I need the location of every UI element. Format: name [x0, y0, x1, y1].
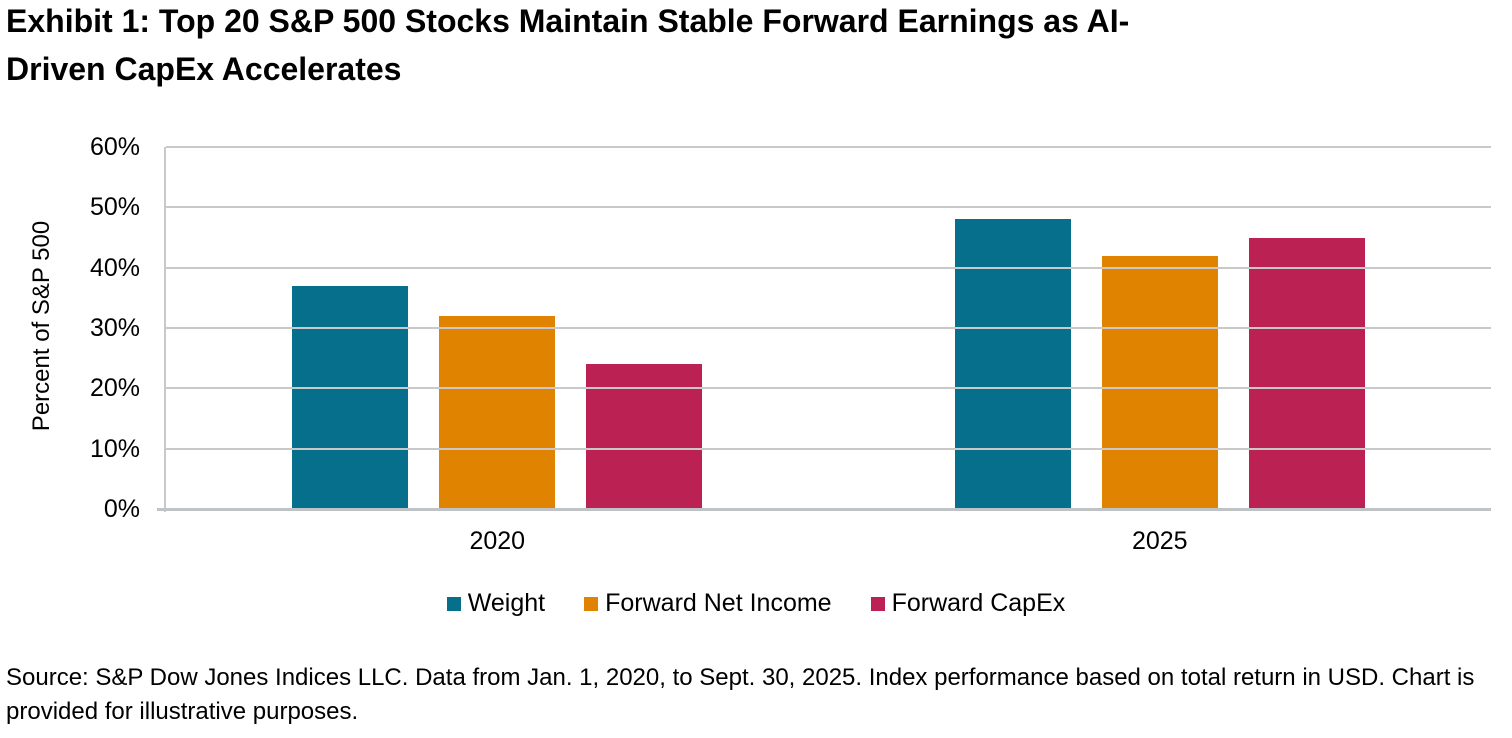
gridline: [166, 206, 1491, 209]
gridline: [166, 447, 1491, 450]
page-title-line-1: Exhibit 1: Top 20 S&P 500 Stocks Maintai…: [6, 3, 1130, 39]
plot-area: [157, 146, 1491, 512]
bar-forward-net-income-2020: [439, 315, 556, 509]
y-axis-line: [164, 147, 166, 512]
source-note: Source: S&P Dow Jones Indices LLC. Data …: [6, 664, 1475, 725]
legend-swatch-icon: [870, 596, 885, 611]
bar-forward-capex-2020: [586, 364, 703, 509]
y-tick-label: 20%: [89, 374, 140, 403]
y-tick-label: 10%: [89, 434, 140, 463]
legend-swatch-icon: [584, 596, 599, 611]
y-tick-label: 60%: [89, 133, 140, 161]
legend-label: Weight: [467, 589, 546, 617]
y-axis-ticks: 0% 10% 20% 30% 40% 50% 60%: [0, 133, 140, 523]
bar-weight-2025: [954, 219, 1071, 509]
gridline: [166, 146, 1491, 148]
gridline: [166, 387, 1491, 390]
page-title: Exhibit 1: Top 20 S&P 500 Stocks Maintai…: [6, 0, 1129, 93]
x-axis-line: [157, 508, 1491, 511]
category-label-2020: 2020: [469, 527, 526, 555]
y-tick-label: 0%: [103, 495, 140, 523]
y-tick-label: 50%: [89, 193, 140, 222]
bar-forward-net-income-2025: [1101, 255, 1218, 509]
legend-label: Forward CapEx: [891, 589, 1066, 617]
gridline: [166, 266, 1491, 269]
legend-item-weight: Weight: [446, 589, 546, 618]
y-tick-label: 40%: [89, 253, 140, 282]
page-title-line-2: Driven CapEx Accelerates: [6, 51, 402, 87]
bar-groups: [166, 147, 1491, 509]
legend-item-forward-capex: Forward CapEx: [870, 589, 1066, 618]
legend: Weight Forward Net Income Forward CapEx: [0, 589, 1512, 618]
y-tick-label: 30%: [89, 314, 140, 342]
category-labels: 2020 2025: [166, 527, 1491, 556]
legend-swatch-icon: [446, 596, 461, 611]
gridline: [166, 327, 1491, 329]
category-label-2025: 2025: [1131, 527, 1188, 555]
legend-item-forward-net-income: Forward Net Income: [584, 589, 832, 618]
legend-label: Forward Net Income: [605, 589, 832, 617]
bar-forward-capex-2025: [1248, 237, 1365, 509]
bar-group-2025: [829, 147, 1492, 509]
bar-weight-2020: [292, 285, 409, 509]
